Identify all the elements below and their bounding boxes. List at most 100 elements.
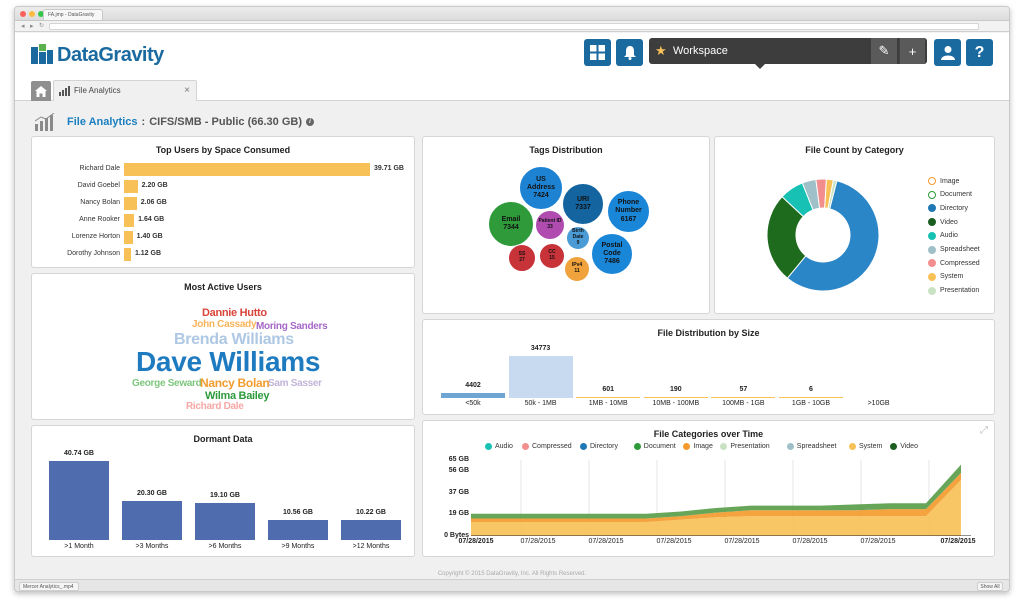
file-count-legend-item[interactable]: System bbox=[928, 272, 963, 281]
file-size-bar[interactable] bbox=[576, 396, 641, 398]
file-size-bar[interactable] bbox=[441, 392, 505, 398]
timeline-legend-item[interactable]: Spreadsheet bbox=[786, 443, 837, 450]
active-user-word[interactable]: Sam Sasser bbox=[268, 378, 322, 389]
tag-bubble[interactable]: SS 27 bbox=[508, 244, 536, 272]
active-user-word[interactable]: Dannie Hutto bbox=[202, 307, 267, 319]
tag-bubble[interactable]: URI 7337 bbox=[562, 183, 604, 225]
download-bar: Mercer Analytics_.mp4 Show All bbox=[15, 579, 1009, 591]
file-count-legend-item[interactable]: Directory bbox=[928, 204, 969, 213]
forward-icon[interactable]: ▸ bbox=[30, 23, 34, 30]
tag-bubble[interactable]: Postal Code 7486 bbox=[591, 233, 633, 275]
show-all-downloads-button[interactable]: Show All bbox=[977, 582, 1003, 591]
url-input[interactable] bbox=[49, 23, 979, 30]
maximize-window-dot[interactable] bbox=[38, 11, 44, 17]
edit-workspace-button[interactable]: ✎ bbox=[871, 38, 897, 64]
user-profile-button[interactable] bbox=[934, 39, 961, 66]
legend-swatch bbox=[786, 443, 794, 450]
dormant-bar[interactable] bbox=[341, 520, 401, 540]
tag-bubble[interactable]: Birth Date 9 bbox=[566, 226, 590, 250]
active-user-word[interactable]: Moring Sanders bbox=[256, 321, 328, 332]
file-count-legend-item[interactable]: Image bbox=[928, 177, 959, 185]
dormant-bar[interactable] bbox=[268, 519, 328, 540]
legend-label: Directory bbox=[940, 204, 969, 212]
active-user-word[interactable]: Dave Williams bbox=[136, 346, 321, 377]
help-button[interactable]: ? bbox=[966, 39, 993, 66]
timeline-legend-item[interactable]: Image bbox=[683, 443, 713, 450]
top-user-bar[interactable] bbox=[124, 248, 131, 261]
dormant-label: >3 Months bbox=[135, 543, 169, 550]
top-user-name: Nancy Bolan bbox=[80, 199, 120, 206]
file-count-legend-item[interactable]: Document bbox=[928, 190, 972, 199]
tag-bubble-text: 7344 bbox=[503, 224, 519, 231]
close-window-dot[interactable] bbox=[20, 11, 26, 17]
top-user-bar[interactable] bbox=[124, 197, 137, 210]
top-user-bar[interactable] bbox=[124, 180, 138, 193]
tag-bubble-text: 27 bbox=[519, 257, 525, 263]
close-tab-icon[interactable]: × bbox=[184, 85, 190, 96]
file-count-legend-item[interactable]: Presentation bbox=[928, 286, 979, 295]
tag-bubble-text: Postal bbox=[601, 241, 623, 249]
dashboard-grid-button[interactable] bbox=[584, 39, 611, 66]
dormant-bar[interactable] bbox=[122, 500, 182, 540]
active-user-word[interactable]: Nancy Bolan bbox=[200, 376, 270, 390]
file-count-legend-item[interactable]: Audio bbox=[928, 231, 958, 240]
timeline-legend-item[interactable]: Directory bbox=[580, 443, 618, 450]
top-user-bar[interactable] bbox=[124, 163, 370, 176]
address-bar: ◂ ▸ ↻ bbox=[15, 21, 1009, 32]
legend-swatch bbox=[928, 190, 936, 199]
minimize-window-dot[interactable] bbox=[29, 11, 35, 17]
tag-bubble[interactable]: Phone Number 6167 bbox=[607, 190, 650, 233]
timeline-legend-item[interactable]: Video bbox=[890, 443, 918, 450]
reload-icon[interactable]: ↻ bbox=[39, 23, 45, 29]
download-item[interactable]: Mercer Analytics_.mp4 bbox=[19, 582, 79, 591]
timeline-legend-item[interactable]: Compressed bbox=[522, 443, 572, 450]
file-size-bar[interactable] bbox=[711, 396, 776, 398]
home-tab[interactable] bbox=[31, 81, 51, 101]
tag-bubble[interactable]: US Address 7424 bbox=[519, 166, 563, 210]
top-user-bar[interactable] bbox=[124, 214, 135, 227]
top-user-name: Dorothy Johnson bbox=[67, 250, 120, 257]
notifications-button[interactable] bbox=[616, 39, 643, 66]
active-user-word[interactable]: Wilma Bailey bbox=[205, 390, 270, 402]
top-user-bar[interactable] bbox=[124, 231, 133, 244]
timeline-area-system bbox=[471, 479, 961, 536]
dormant-data-title: Dormant Data bbox=[193, 434, 253, 444]
dormant-bar[interactable] bbox=[49, 461, 109, 540]
star-icon[interactable]: ★ bbox=[655, 43, 667, 58]
tag-bubble[interactable]: Email 7344 bbox=[488, 201, 534, 247]
dormant-bar[interactable] bbox=[195, 502, 255, 540]
donut-slice bbox=[827, 179, 838, 210]
browser-tab[interactable]: FA.jmp - DataGravity bbox=[43, 9, 103, 20]
active-user-word[interactable]: Richard Dale bbox=[186, 401, 244, 412]
file-count-legend-item[interactable]: Video bbox=[928, 218, 958, 227]
file-count-legend-item[interactable]: Spreadsheet bbox=[928, 245, 980, 254]
legend-swatch bbox=[928, 204, 936, 213]
expand-icon[interactable]: ⤢ bbox=[980, 425, 988, 436]
file-size-bar[interactable] bbox=[643, 396, 708, 398]
workspace-selector[interactable]: ★ Workspace ✎ + bbox=[649, 38, 927, 64]
timeline-legend-item[interactable]: System bbox=[849, 443, 882, 450]
legend-swatch bbox=[928, 231, 936, 240]
active-user-word[interactable]: Brenda Williams bbox=[174, 331, 294, 348]
active-user-word[interactable]: George Seward bbox=[132, 378, 202, 389]
active-user-word[interactable]: John Cassady bbox=[192, 319, 257, 330]
timeline-legend-item[interactable]: Document bbox=[633, 443, 676, 450]
file-analytics-link[interactable]: File Analytics bbox=[67, 116, 138, 128]
tag-bubble[interactable]: Patient ID 33 bbox=[535, 210, 565, 240]
donut-slice bbox=[786, 180, 880, 292]
file-size-bar[interactable] bbox=[779, 396, 843, 398]
tag-bubble[interactable]: IPv4 11 bbox=[564, 256, 590, 282]
tag-bubble[interactable]: CC 15 bbox=[539, 243, 565, 269]
info-icon[interactable]: i bbox=[306, 118, 314, 126]
top-user-name: Lorenze Horton bbox=[71, 233, 120, 240]
timeline-legend-item[interactable]: Audio bbox=[485, 443, 513, 450]
back-icon[interactable]: ◂ bbox=[21, 23, 25, 30]
top-user-value: 1.40 GB bbox=[136, 233, 163, 240]
timeline-legend-item[interactable]: Presentation bbox=[720, 443, 770, 450]
file-size-bar[interactable] bbox=[508, 356, 573, 398]
file-analytics-tab[interactable]: File Analytics × bbox=[53, 80, 197, 101]
logo[interactable]: DataGravity bbox=[31, 43, 164, 67]
add-workspace-button[interactable]: + bbox=[899, 38, 925, 64]
file-size-label: 10MB - 100MB bbox=[652, 400, 700, 407]
file-count-legend-item[interactable]: Compressed bbox=[928, 259, 980, 268]
